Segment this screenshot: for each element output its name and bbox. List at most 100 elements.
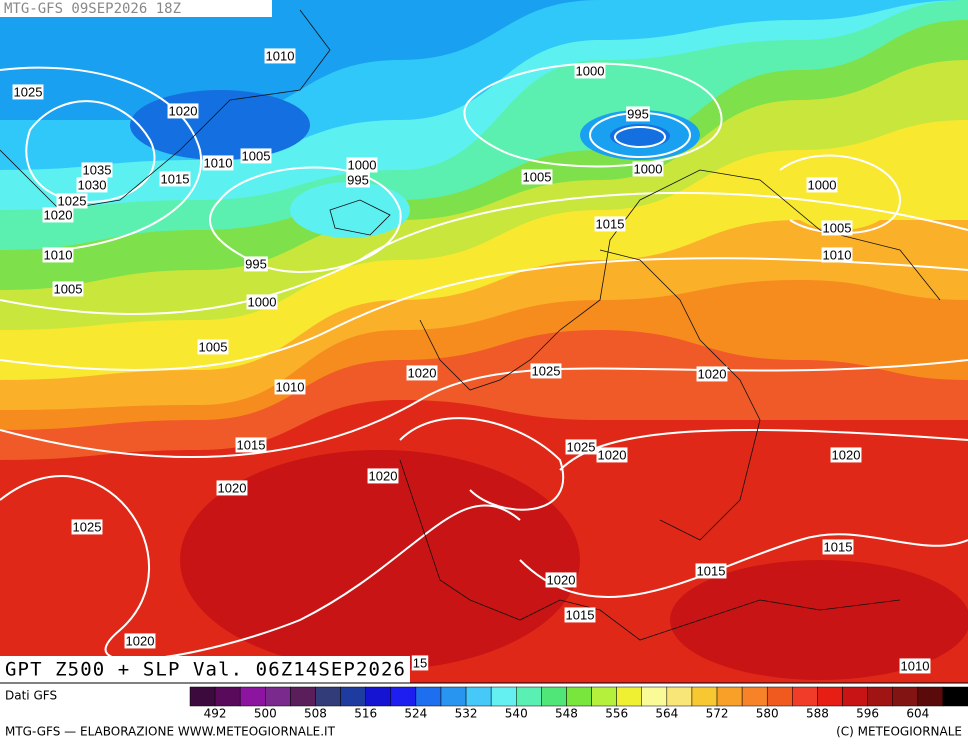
- isobar-label-box: [202, 155, 234, 171]
- colorbar-label: 588: [806, 707, 829, 721]
- isobar-label: 1000: [808, 177, 837, 192]
- colorbar-swatch: [415, 686, 442, 707]
- isobar-label-box: [821, 220, 853, 236]
- colorbar-label: 580: [756, 707, 779, 721]
- colorbar-label: 500: [254, 707, 277, 721]
- isobar-label: 1010: [276, 379, 305, 394]
- isobar-label: 1015: [824, 539, 853, 554]
- isobar-label: 1020: [169, 103, 198, 118]
- isobar-label: 1015: [237, 437, 266, 452]
- isobar-label-box: [346, 157, 378, 173]
- isobar-label-box: [696, 366, 728, 382]
- isobar-label: 1015: [161, 171, 190, 186]
- isobar-label: 1035: [83, 162, 112, 177]
- colorbar-swatch: [465, 686, 492, 707]
- isobar: [614, 126, 666, 148]
- colorbar: 492 500 508 516 524 532 540 548 556 564 572 580 588 5…: [189, 686, 968, 721]
- isobar-label: 1025: [58, 193, 87, 208]
- colorbar-swatch: [516, 686, 542, 707]
- color-band: [0, 0, 968, 120]
- isobar-label-box: [632, 161, 664, 177]
- isobar-label: 1010: [823, 247, 852, 262]
- isobar-label: 1000: [348, 157, 377, 172]
- footer-left: MTG-GFS — ELABORAZIONE WWW.METEOGIORNALE…: [5, 725, 336, 739]
- isobar-labels: 1010 1000 1025 1020 995 1035 1010 1005 1…: [12, 48, 931, 674]
- isobar-label-box: [564, 607, 596, 623]
- isobar-label-box: [56, 193, 88, 209]
- colorbar-swatch: [892, 686, 919, 707]
- colorbar-label: 508: [304, 707, 327, 721]
- coastline: [419, 169, 941, 391]
- isobar-label-box: [244, 256, 268, 272]
- isobar-label-box: [240, 148, 272, 164]
- isobar-label: 1000: [248, 294, 277, 309]
- isobar-label-box: [264, 48, 296, 64]
- colorbar-label: 556: [605, 707, 628, 721]
- coastline: [599, 249, 761, 541]
- colorbar-swatch: [817, 686, 843, 707]
- color-bands: [0, 0, 968, 460]
- isobar-label-box: [216, 480, 248, 496]
- isobar-label-box: [565, 439, 597, 455]
- isobar-label-box: [830, 447, 862, 463]
- colorbar-swatch: [490, 686, 517, 707]
- isobar: [399, 417, 564, 511]
- isobar-label-box: [594, 216, 626, 232]
- isobar-label: 995: [627, 106, 649, 121]
- isobar-label-box: [235, 437, 267, 453]
- source: Dati GFS: [5, 689, 57, 703]
- coastline: [329, 199, 391, 236]
- colorbar-swatch: [867, 686, 893, 707]
- isobar-label: 1000: [634, 161, 663, 176]
- colorbar-swatch: [290, 686, 316, 707]
- isobar-label-box: [159, 171, 191, 187]
- isobar-label: 1010: [204, 155, 233, 170]
- isobar-label: 1020: [44, 207, 73, 222]
- isobar: [0, 257, 968, 371]
- colorbar-swatch: [265, 686, 291, 707]
- isobar-label: 1005: [242, 148, 271, 163]
- isobar-label: 1015: [697, 563, 726, 578]
- colorbar-label: 532: [455, 707, 478, 721]
- isobar-label-box: [367, 468, 399, 484]
- isobar-label: 1025: [567, 439, 596, 454]
- colorbar-swatch: [365, 686, 392, 707]
- isobar-label: 1020: [126, 633, 155, 648]
- isobar-label: 995: [245, 256, 267, 271]
- colorbar-swatch: [616, 686, 642, 707]
- isobar-label-box: [596, 447, 628, 463]
- isobar-label-box: [899, 658, 931, 674]
- isobar: [0, 359, 968, 458]
- isobar-label: 1025: [532, 363, 561, 378]
- footer-right: (C) METEOGIORNALE: [836, 725, 962, 739]
- colorbar-swatch: [566, 686, 592, 707]
- isobar-label-box: [545, 572, 577, 588]
- colorbar-label: 572: [706, 707, 729, 721]
- isobar-label: 1020: [598, 447, 627, 462]
- isobar-label-box: [81, 162, 113, 178]
- isobar-label: 1015: [566, 607, 595, 622]
- isobar-label: 1010: [901, 658, 930, 673]
- isobar-label-box: [626, 106, 650, 122]
- isobar-label: 1030: [78, 177, 107, 192]
- isobar-label: 1000: [576, 63, 605, 78]
- isobar-label-box: [42, 207, 74, 223]
- isobar-label: 1020: [832, 447, 861, 462]
- colorbar-swatch: [541, 686, 567, 707]
- colorbar-swatch: [741, 686, 768, 707]
- isobar: [0, 66, 203, 251]
- colorbar-swatch: [766, 686, 793, 707]
- isobar-label-box: [274, 379, 306, 395]
- isobar-label: 1010: [44, 247, 73, 262]
- isobar: [209, 166, 402, 273]
- dark-red-area: [670, 560, 968, 680]
- isobar-label-box: [197, 339, 229, 355]
- coastline: [399, 459, 901, 641]
- isobar-label-box: [12, 84, 44, 100]
- colorbar-swatch: [591, 686, 617, 707]
- isobar-label: 1015: [596, 216, 625, 231]
- isobar-label-box: [42, 247, 74, 263]
- isobar-label: 1005: [54, 281, 83, 296]
- isobar-label: 1005: [199, 339, 228, 354]
